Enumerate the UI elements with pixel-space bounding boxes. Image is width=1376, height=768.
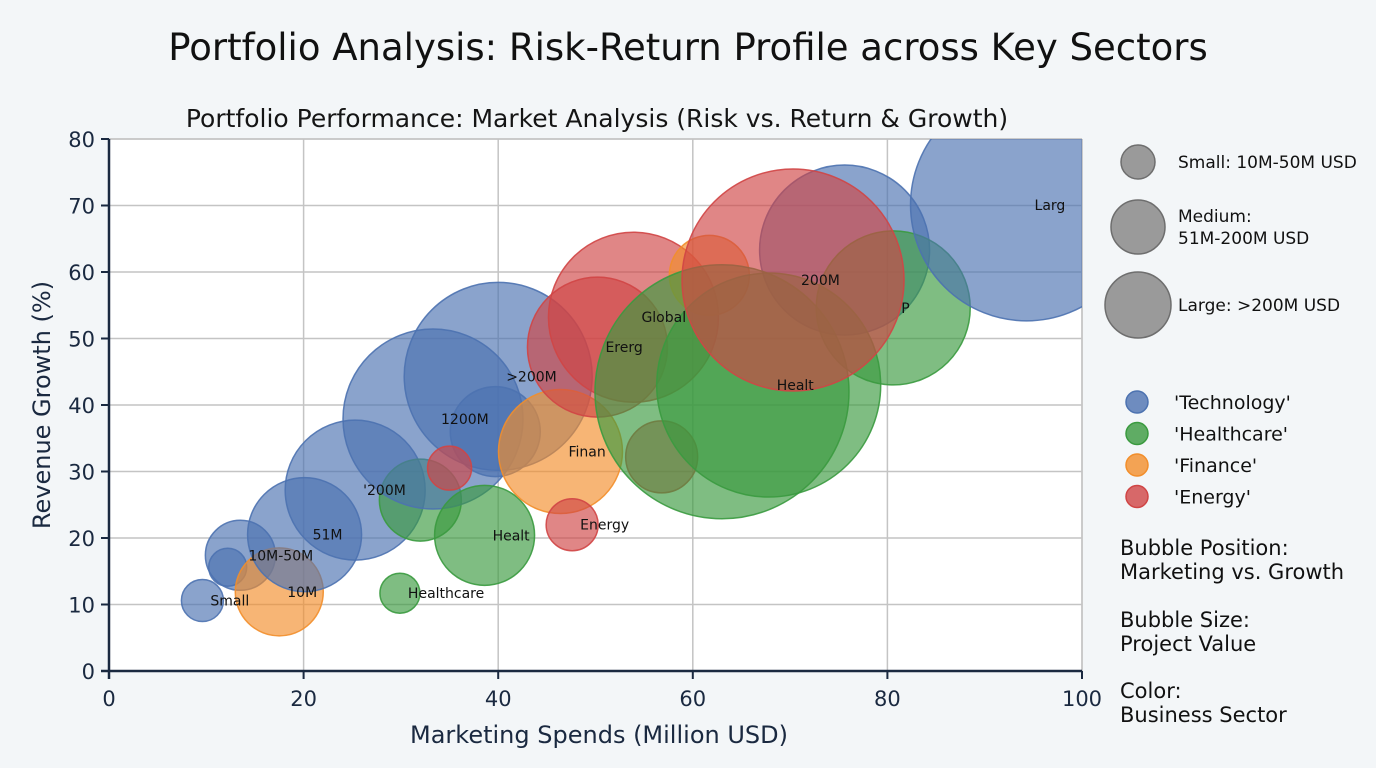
- sector-legend-label: 'Energy': [1174, 487, 1251, 509]
- y-tick-label: 0: [82, 660, 95, 684]
- figure-title: Portfolio Analysis: Risk-Return Profile …: [168, 26, 1207, 69]
- chart-title: Portfolio Performance: Market Analysis (…: [186, 104, 1008, 133]
- sector-legend-label: 'Finance': [1174, 455, 1257, 477]
- sector-legend-marker: [1125, 390, 1149, 414]
- x-tick-label: 60: [679, 687, 706, 711]
- bubble-technology: [909, 139, 1082, 322]
- size-legend-label: 51M-200M USD: [1178, 229, 1309, 249]
- bubble-label: 10M: [287, 585, 317, 601]
- x-tick-label: 0: [102, 687, 115, 711]
- bubble-label: 1200M: [441, 412, 489, 428]
- bubble-technology: [180, 578, 225, 623]
- y-tick-label: 80: [68, 128, 95, 152]
- sector-legend-marker: [1125, 453, 1149, 477]
- size-legend-label: Large: >200M USD: [1178, 296, 1340, 316]
- bubble-label: Healt: [493, 528, 531, 544]
- axes: 0 20 40 60 80 100 0 10 20 30 40 50 60 70 80: [68, 128, 1102, 711]
- y-tick-label: 30: [68, 461, 95, 485]
- bubble-label: Ererg: [605, 340, 642, 356]
- sector-legend-label: 'Technology': [1174, 392, 1291, 414]
- legend-note: Bubble Size:: [1120, 608, 1250, 632]
- legend-note: Business Sector: [1120, 703, 1287, 727]
- bubble-label: Global: [641, 310, 686, 326]
- legend-note: Color:: [1120, 679, 1182, 703]
- bubble-energy: [426, 445, 473, 491]
- x-tick-label: 20: [290, 687, 317, 711]
- y-axis-label: Revenue Growth (%): [28, 281, 56, 529]
- legend: Small: 10M-50M USD Medium:51M-200M USD Lar…: [1104, 144, 1357, 727]
- x-tick-label: 40: [485, 687, 512, 711]
- bubble-labels: Small 10M-50M 10M 51M '200M Healthcare 1200M >2…: [210, 198, 1065, 610]
- legend-note: Marketing vs. Growth: [1120, 560, 1344, 584]
- size-legend-marker: [1104, 271, 1172, 339]
- sector-legend-marker: [1125, 421, 1149, 446]
- size-legend-marker: [1110, 199, 1166, 255]
- sector-legend-marker: [1125, 484, 1149, 509]
- y-tick-label: 40: [68, 394, 95, 418]
- bubble-label: Small: [210, 594, 249, 610]
- bubble-label: Energy: [580, 518, 629, 534]
- bubble-label: P: [901, 301, 909, 317]
- y-tick-label: 20: [68, 527, 95, 551]
- bubble-healthcare: [379, 572, 421, 614]
- bubble-energy: [681, 168, 905, 392]
- x-tick-label: 100: [1062, 687, 1102, 711]
- size-legend-marker: [1120, 144, 1156, 180]
- y-tick-label: 50: [68, 328, 95, 352]
- legend-note: Bubble Position:: [1120, 536, 1289, 560]
- size-legend-label: Small: 10M-50M USD: [1178, 153, 1357, 173]
- x-axis-label: Marketing Spends (Million USD): [410, 721, 788, 749]
- bubble-label: 10M-50M: [248, 548, 313, 564]
- bubble-energy: [545, 497, 599, 552]
- bubble-label: '200M: [363, 483, 406, 499]
- bubble-label: >200M: [506, 369, 557, 385]
- legend-note: Project Value: [1120, 632, 1256, 656]
- bubble-label: Healthcare: [408, 586, 484, 602]
- bubble-label: Finan: [568, 445, 605, 461]
- x-tick-label: 80: [874, 687, 901, 711]
- size-legend-label: Medium:: [1178, 207, 1252, 227]
- y-tick-label: 70: [68, 195, 95, 219]
- bubble-label: Healt: [777, 378, 815, 394]
- bubble-label: 51M: [313, 528, 343, 544]
- y-tick-label: 60: [68, 261, 95, 285]
- bubble-label: 200M: [801, 273, 840, 289]
- bubble-layer: [180, 139, 1082, 637]
- bubble-label: Larg: [1035, 198, 1066, 214]
- sector-legend-label: 'Healthcare': [1174, 424, 1288, 446]
- y-tick-label: 10: [68, 594, 95, 618]
- bubble-healthcare: [433, 484, 536, 587]
